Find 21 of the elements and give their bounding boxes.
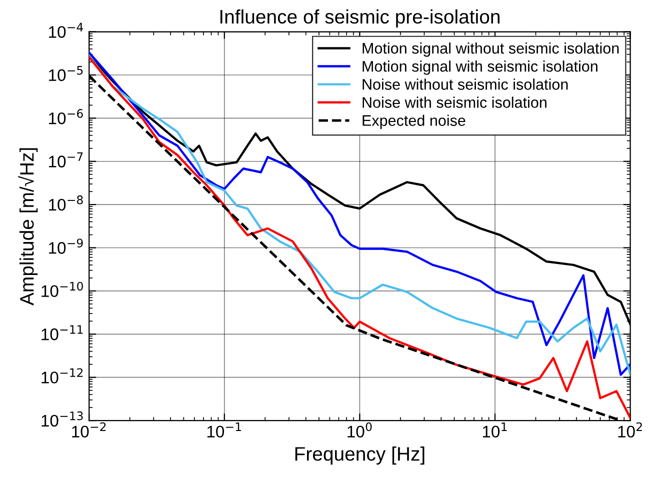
y-tick-label: 10$^{−6}$	[49, 109, 83, 124]
y-tick-label: 10$^{−8}$	[49, 195, 83, 211]
y-tick-label: 10$^{−12}$	[42, 368, 83, 384]
y-tick-label: 10$^{−5}$	[49, 66, 83, 82]
legend-label: Noise with seismic isolation	[362, 96, 546, 108]
x-tick-label: 10$^{1}$	[482, 422, 507, 438]
legend-label: Motion signal with seismic isolation	[362, 60, 598, 75]
y-tick-label: 10$^{−4}$	[49, 22, 83, 38]
x-axis-title: Frequency [Hz]	[295, 446, 424, 465]
legend-label: Expected noise	[362, 114, 466, 129]
y-tick-label: 10$^{−7}$	[49, 152, 83, 168]
y-tick-label: 10$^{−11}$	[42, 325, 83, 340]
y-axis-title: Amplitude [m/√Hz]	[18, 148, 38, 306]
legend-label: Noise without seismic isolation	[362, 78, 568, 90]
chart-title: Influence of seismic pre-isolation	[220, 9, 500, 28]
y-tick-label: 10$^{−9}$	[49, 238, 83, 254]
x-tick-label: 10$^{2}$	[618, 422, 642, 438]
x-tick-label: 10$^{0}$	[348, 422, 372, 438]
y-tick-label: 10$^{−10}$	[42, 282, 83, 298]
legend-label: Motion signal without seismic isolation	[362, 42, 619, 57]
x-tick-label: 10$^{−1}$	[207, 422, 241, 438]
